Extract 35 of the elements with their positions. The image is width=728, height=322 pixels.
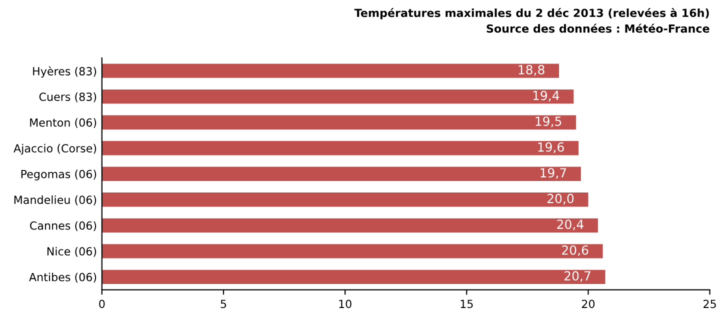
- x-tick-label: 5: [220, 300, 226, 308]
- x-tick-label: 0: [99, 300, 105, 308]
- bar: [102, 141, 578, 156]
- y-tick-label: Nice (06): [47, 246, 96, 257]
- bar: [102, 166, 581, 181]
- data-label: 20,4: [557, 220, 584, 230]
- y-tick-label: Antibes (06): [29, 272, 96, 283]
- y-tick-label: Ajaccio (Corse): [14, 144, 96, 155]
- bar: [102, 244, 603, 258]
- data-label: 20,6: [562, 245, 588, 256]
- data-label: 19,7: [540, 168, 566, 179]
- y-tick-label: Hyères (83): [33, 66, 96, 78]
- y-tick-label: Cannes (06): [30, 221, 96, 232]
- bar: [102, 192, 588, 207]
- data-label: 20,7: [564, 271, 590, 282]
- x-tick-label: 20: [582, 300, 595, 308]
- x-tick-label: 10: [339, 300, 352, 308]
- y-tick-label: Mandelieu (06): [14, 195, 96, 206]
- bar: [102, 64, 560, 78]
- y-tick-label: Pegomas (06): [21, 170, 96, 180]
- x-tick-label: 15: [460, 300, 473, 308]
- data-label: 19,6: [538, 142, 564, 154]
- y-tick-label: Cuers (83): [39, 92, 96, 102]
- x-tick-label: 25: [704, 300, 716, 308]
- chart-title: Températures maximales du 2 déc 2013 (relevées à 16h): [354, 8, 709, 20]
- data-label: 20,0: [547, 194, 574, 205]
- data-label: 19,5: [536, 116, 562, 128]
- data-label: 19,4: [533, 90, 560, 102]
- bar: [102, 270, 606, 284]
- bar: [102, 90, 574, 104]
- bar: [102, 115, 576, 130]
- y-tick-label: Menton (06): [30, 118, 96, 128]
- bar: [102, 218, 598, 232]
- source-note: Source des données : Météo-France: [486, 24, 710, 33]
- data-label: 18,8: [518, 65, 544, 76]
